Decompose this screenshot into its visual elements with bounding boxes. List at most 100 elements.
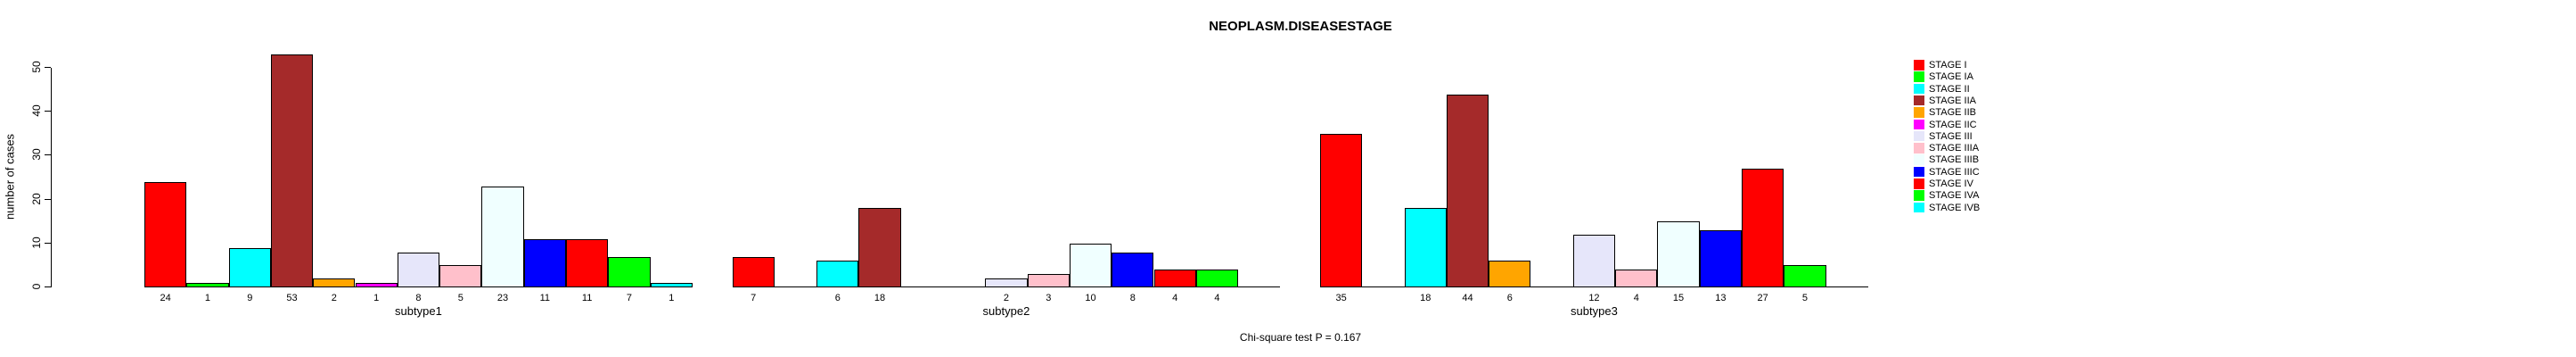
legend-label-stage-iii: STAGE III xyxy=(1929,130,1973,142)
bar-value-label: 10 xyxy=(1085,293,1096,303)
bar-subtype3-stage-iib xyxy=(1489,261,1531,287)
y-tick-label: 20 xyxy=(30,192,43,205)
bar-value-label: 5 xyxy=(1801,293,1808,303)
legend-label-stage-iic: STAGE IIC xyxy=(1929,119,1977,130)
bar-value-label: 12 xyxy=(1588,293,1600,303)
bar-subtype3-stage-iia xyxy=(1446,94,1489,287)
bar-subtype2-stage-i xyxy=(732,256,775,287)
legend-swatch-stage-iic xyxy=(1914,119,1924,129)
y-tick xyxy=(45,198,51,200)
bar-subtype3-stage-iii xyxy=(1572,234,1616,287)
bar-subtype2-stage-iva xyxy=(1195,270,1239,287)
legend-label-stage-iiib: STAGE IIIB xyxy=(1929,154,1980,166)
bar-value-label: 1 xyxy=(204,293,210,303)
legend-label-stage-iib: STAGE IIB xyxy=(1929,107,1976,119)
bar-subtype1-stage-iiia xyxy=(439,265,482,287)
y-tick xyxy=(45,67,51,68)
bar-value-label: 4 xyxy=(1633,293,1639,303)
bar-value-label: 9 xyxy=(247,293,253,303)
y-tick xyxy=(45,111,51,112)
group-label-subtype1: subtype1 xyxy=(395,304,442,318)
bar-value-label: 4 xyxy=(1172,293,1178,303)
y-axis-label: number of cases xyxy=(3,133,17,220)
legend-label-stage-ia: STAGE IA xyxy=(1929,71,1973,83)
legend-swatch-stage-iiia xyxy=(1914,143,1924,154)
bar-subtype3-stage-ii xyxy=(1404,208,1447,287)
bar-subtype1-stage-iiib xyxy=(481,186,524,287)
bar-value-label: 3 xyxy=(1046,293,1052,303)
legend-swatch-stage-iiib xyxy=(1914,154,1924,165)
bar-subtype1-stage-i xyxy=(144,181,187,287)
legend-label-stage-ii: STAGE II xyxy=(1929,83,1970,95)
bar-subtype2-stage-iiib xyxy=(1069,243,1112,287)
bar-subtype1-stage-ia xyxy=(186,283,229,287)
bar-value-label: 2 xyxy=(331,293,337,303)
bar-subtype1-stage-iii xyxy=(397,252,440,287)
legend-swatch-stage-iv xyxy=(1914,178,1924,189)
bar-value-label: 11 xyxy=(539,293,551,303)
bar-subtype2-stage-iiia xyxy=(1027,274,1070,287)
y-tick xyxy=(45,286,51,287)
bar-value-label: 6 xyxy=(1506,293,1513,303)
legend-swatch-stage-ivb xyxy=(1914,202,1924,213)
bar-value-label: 27 xyxy=(1757,293,1768,303)
legend-swatch-stage-iva xyxy=(1914,190,1924,201)
bar-value-label: 5 xyxy=(457,293,464,303)
bar-value-label: 23 xyxy=(496,293,509,303)
bar-subtype3-stage-iiia xyxy=(1615,270,1658,287)
group-label-subtype3: subtype3 xyxy=(1571,304,1618,318)
bar-value-label: 6 xyxy=(834,293,841,303)
legend-label-stage-ivb: STAGE IVB xyxy=(1929,202,1981,213)
bar-subtype2-stage-iv xyxy=(1153,270,1196,287)
bar-value-label: 35 xyxy=(1335,293,1347,303)
bar-value-label: 11 xyxy=(581,293,593,303)
bar-subtype1-stage-iva xyxy=(608,256,651,287)
bar-value-label: 18 xyxy=(1420,293,1432,303)
bar-subtype1-stage-iiic xyxy=(523,238,566,287)
legend-swatch-stage-ia xyxy=(1914,71,1924,82)
y-tick-label: 10 xyxy=(30,237,43,249)
bar-subtype2-stage-iiic xyxy=(1112,252,1154,287)
legend-label-stage-i: STAGE I xyxy=(1929,60,1967,71)
bar-value-label: 44 xyxy=(1462,293,1473,303)
chi-square-note: Chi-square test P = 0.167 xyxy=(1239,331,1362,344)
bar-value-label: 15 xyxy=(1672,293,1685,303)
bar-value-label: 2 xyxy=(1003,293,1009,303)
bar-subtype1-stage-iv xyxy=(566,238,609,287)
legend-label-stage-iv: STAGE IV xyxy=(1929,178,1973,189)
legend-label-stage-iva: STAGE IVA xyxy=(1929,190,1980,202)
bar-subtype1-stage-iic xyxy=(355,283,398,287)
legend-swatch-stage-iia xyxy=(1914,95,1924,106)
y-tick-label: 0 xyxy=(30,283,43,290)
y-tick-label: 50 xyxy=(30,61,43,73)
bar-value-label: 8 xyxy=(415,293,422,303)
group-label-subtype2: subtype2 xyxy=(982,304,1030,318)
bar-subtype1-stage-iib xyxy=(313,278,356,287)
bar-value-label: 1 xyxy=(669,293,675,303)
bar-subtype2-stage-iia xyxy=(858,208,901,287)
bar-value-label: 7 xyxy=(626,293,632,303)
bar-value-label: 24 xyxy=(160,293,171,303)
bar-subtype3-stage-iiic xyxy=(1699,230,1742,287)
y-tick-label: 30 xyxy=(30,148,43,162)
y-tick xyxy=(45,154,51,156)
y-tick-label: 40 xyxy=(30,104,43,117)
legend-label-stage-iiia: STAGE IIIA xyxy=(1929,143,1980,154)
bar-value-label: 1 xyxy=(373,293,380,303)
bar-subtype2-stage-iii xyxy=(985,278,1028,287)
bar-subtype3-stage-iva xyxy=(1784,265,1826,287)
legend-label-stage-iiic: STAGE IIIC xyxy=(1929,166,1980,178)
legend-swatch-stage-ii xyxy=(1914,83,1924,95)
bar-subtype3-stage-iiib xyxy=(1657,221,1700,287)
y-axis xyxy=(51,68,52,287)
bar-subtype1-stage-iia xyxy=(270,54,314,287)
bar-subtype1-stage-ii xyxy=(228,247,271,287)
legend-swatch-stage-iii xyxy=(1914,130,1924,142)
bar-subtype3-stage-iv xyxy=(1742,169,1784,287)
legend-swatch-stage-iiic xyxy=(1914,166,1924,178)
bar-value-label: 7 xyxy=(751,293,757,303)
bar-value-label: 4 xyxy=(1214,293,1220,303)
bar-value-label: 13 xyxy=(1715,293,1727,303)
legend-swatch-stage-iib xyxy=(1914,107,1924,118)
